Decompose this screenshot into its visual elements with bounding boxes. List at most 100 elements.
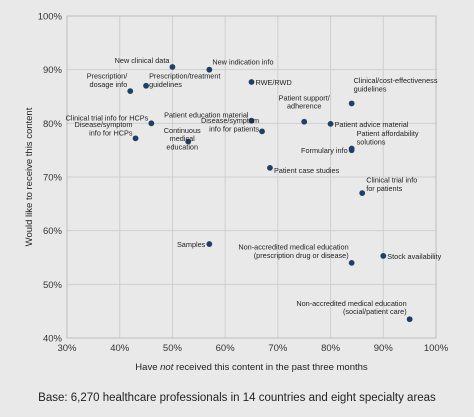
data-point-label-line: solutions <box>357 138 386 147</box>
data-point-group: Clinical/cost-effectiveness guidelines <box>348 76 438 107</box>
data-point-label-line: Clinical trial info <box>366 176 417 185</box>
data-point-label: Clinical trial info for patients <box>366 176 417 193</box>
x-tick-labels: 30% 40% 50% 60% 70% 80% 90% 100% <box>57 343 448 354</box>
y-tick-label: 80% <box>43 119 63 130</box>
y-tick-label: 60% <box>43 226 63 237</box>
data-point-group: Non-accredited medical education (prescri… <box>238 242 355 266</box>
y-tick-label: 40% <box>43 334 63 345</box>
y-tick-labels: 40% 50% 60% 70% 80% 90% 100% <box>38 12 63 345</box>
data-point-label: Disease/symptom info for HCPs <box>75 120 133 137</box>
data-point-label-line: Stock availability <box>387 252 441 261</box>
data-point-label-line: Prescription/ <box>87 72 129 81</box>
data-point-label-line: Patient affordability <box>357 129 419 138</box>
data-point <box>267 164 273 171</box>
data-point-label-line: Patient support/ <box>279 93 331 102</box>
data-point-group: Patient advice material <box>327 120 409 129</box>
y-axis-label: Would like to receive this content <box>24 107 35 246</box>
data-point-label-line: education <box>166 143 198 152</box>
data-point-group: Non-accredited medical education (social/… <box>296 299 413 323</box>
x-axis-label-part-1: Have <box>135 362 160 373</box>
data-point-label: Patient education material <box>164 111 249 120</box>
data-point <box>359 190 366 197</box>
data-point <box>380 252 387 259</box>
data-point <box>127 88 134 95</box>
x-tick-label: 100% <box>424 343 449 354</box>
data-point-label-line: Non-accredited medical education <box>238 242 348 251</box>
data-point <box>148 120 155 127</box>
data-point <box>406 316 413 323</box>
data-point-group: RWE/RWD <box>248 78 292 87</box>
data-point-group: Continuous medical education <box>164 126 201 152</box>
x-tick-label: 60% <box>216 343 236 354</box>
data-point-label: New indication info <box>212 58 273 67</box>
data-point-label: Non-accredited medical education (social/… <box>296 299 406 316</box>
data-point-label: Patient advice material <box>335 120 409 129</box>
data-point-label-line: RWE/RWD <box>256 78 292 87</box>
data-point-label: Continuous medical education <box>164 126 201 152</box>
data-point <box>132 135 139 142</box>
data-point <box>327 120 334 127</box>
x-tick-label: 30% <box>57 343 77 354</box>
data-point-group: Patient support/adherence <box>279 93 331 125</box>
x-tick-label: 50% <box>163 343 183 354</box>
data-point-label: New clinical data <box>115 56 171 65</box>
data-point-label-line: Disease/symptom <box>75 120 133 129</box>
data-point-label-line: adherence <box>287 102 322 111</box>
data-point-group: New indication info <box>206 58 274 73</box>
data-point <box>169 64 176 70</box>
data-point-group: Patient education material <box>164 111 255 124</box>
y-tick-label: 90% <box>43 65 63 76</box>
data-point <box>301 118 308 125</box>
data-point-label-line: Patient case studies <box>274 166 340 175</box>
data-point-label: Clinical trial info for HCPs <box>66 113 149 122</box>
data-point-label-line: Clinical/cost-effectiveness <box>354 76 438 85</box>
data-point <box>259 128 265 135</box>
scatter-chart: 30% 40% 50% 60% 70% 80% 90% 100% 40%50%60%70%80… <box>24 12 449 374</box>
data-point-group: Disease/symptom info for patients <box>201 116 265 135</box>
data-point-label-line: Patient advice material <box>335 120 409 129</box>
data-point-label-line: Continuous <box>164 126 201 135</box>
data-point-group: Formulary info <box>301 146 355 155</box>
data-point-label: Non-accredited medical education (prescri… <box>238 242 348 259</box>
data-point-label-line: Prescription/treatment <box>149 71 220 80</box>
data-point-label-line: dosage info <box>90 80 128 89</box>
data-point-group: Clinical trial info for patients <box>359 176 417 197</box>
data-point-label-line: guidelines <box>149 80 182 89</box>
data-point <box>348 100 355 107</box>
data-point <box>206 241 213 247</box>
data-point <box>248 117 255 124</box>
data-point <box>143 82 149 89</box>
data-point-label-line: New clinical data <box>115 56 171 65</box>
y-tick-label: 70% <box>43 173 63 184</box>
data-point-group: Clinical trial info for HCPs <box>66 113 155 127</box>
data-point-group: Disease/symptom info for HCPs <box>75 120 139 142</box>
data-point-label-line: info for patients <box>209 124 259 133</box>
data-point <box>248 79 255 85</box>
data-point <box>348 145 355 152</box>
x-axis-label-part-3: received this content in the past three … <box>173 362 368 373</box>
plot-frame <box>66 15 437 339</box>
x-axis-label-part-2: not <box>160 362 174 373</box>
data-point-label-line: Disease/symptom <box>201 116 259 125</box>
data-point <box>348 259 355 266</box>
data-point-label: Samples <box>177 240 206 249</box>
data-point <box>185 138 192 145</box>
x-tick-label: 70% <box>268 343 288 354</box>
data-point-group: Patient case studies <box>267 164 340 175</box>
data-point-group: Prescription/treatment guidelines <box>143 71 220 89</box>
base-footnote: Base: 6,270 healthcare professionals in … <box>38 392 436 404</box>
data-point-label-line: (social/patient care) <box>343 307 407 316</box>
data-point-group: Stock availability <box>380 252 442 261</box>
data-point-group: New clinical data <box>115 56 176 70</box>
data-point-label: Prescription/treatment guidelines <box>149 71 220 88</box>
data-point-label: Patient affordability solutions <box>357 129 419 146</box>
data-point-label: Stock availability <box>387 252 441 261</box>
data-point-label-line: Formulary info <box>301 146 348 155</box>
data-point-label-line: (prescription drug or disease) <box>254 251 349 260</box>
data-point-group: Prescription/dosage info <box>87 72 134 95</box>
data-point-label-line: New indication info <box>212 58 273 67</box>
data-point-label: Disease/symptom info for patients <box>201 116 259 133</box>
data-point-group: Samples <box>177 240 213 249</box>
y-tick-label: 50% <box>43 280 63 291</box>
data-point-label-line: Clinical trial info for HCPs <box>66 113 149 122</box>
